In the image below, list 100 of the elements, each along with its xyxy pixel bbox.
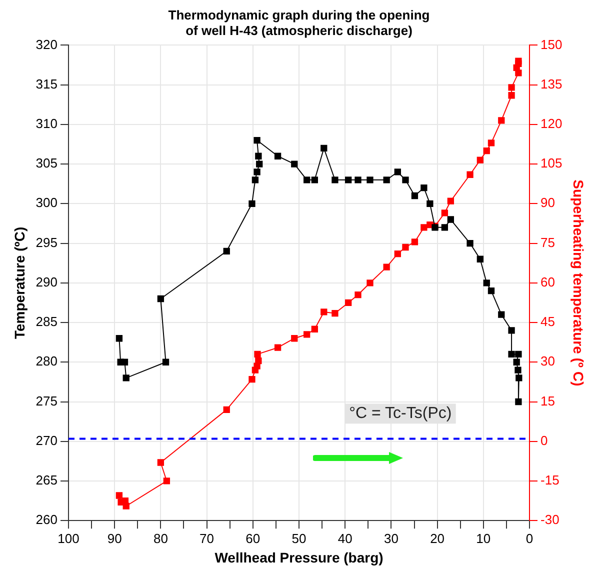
x-tick-label: 40 — [338, 530, 352, 546]
point — [291, 335, 298, 342]
x-tick-label: 0 — [526, 530, 534, 546]
point — [345, 299, 352, 306]
point — [383, 264, 390, 270]
x-tick-label: 80 — [153, 530, 168, 546]
x-tick-label: 100 — [58, 530, 80, 546]
y2-tick-label: 90 — [540, 195, 555, 210]
point — [248, 376, 256, 383]
y-tick-label: 305 — [36, 156, 58, 171]
point — [162, 358, 170, 366]
x-tick-label: 50 — [292, 530, 306, 546]
y2-tick-label: -15 — [540, 472, 560, 488]
point — [274, 152, 282, 160]
point — [116, 492, 123, 499]
y-tick-label: 295 — [36, 234, 58, 250]
point — [274, 344, 282, 351]
point — [394, 168, 401, 176]
y2-tick-label: -30 — [540, 512, 560, 528]
point — [122, 374, 130, 382]
point — [223, 248, 230, 255]
y2-tick-label: 105 — [540, 156, 562, 171]
point — [332, 310, 338, 317]
x-tick-label: 90 — [107, 530, 122, 546]
x-axis-title: Wellhead Pressure (barg) — [214, 549, 384, 566]
y-tick-label: 275 — [36, 393, 58, 408]
point — [447, 198, 454, 204]
y-tick-label: 260 — [36, 512, 58, 528]
point — [311, 326, 318, 332]
point — [508, 350, 515, 358]
point — [291, 160, 298, 168]
point — [116, 335, 123, 342]
point — [157, 295, 164, 302]
point — [255, 152, 262, 160]
y-tick-label: 310 — [36, 116, 58, 132]
annotation: °C = Tc-Ts(Pc) — [349, 405, 452, 422]
point — [311, 176, 318, 184]
point — [441, 224, 448, 231]
point — [420, 224, 428, 231]
point — [304, 331, 310, 338]
y2-tick-label: 75 — [540, 234, 555, 250]
point — [252, 176, 259, 184]
point — [383, 176, 390, 184]
y2-axis-title: Superheating temperature (º C) — [570, 180, 587, 386]
y2-tick-label: 60 — [540, 274, 555, 290]
point — [516, 374, 522, 382]
point — [476, 156, 484, 164]
point — [354, 291, 362, 298]
x-tick-label: 20 — [430, 530, 445, 546]
point — [508, 327, 515, 334]
point — [515, 58, 522, 64]
point — [466, 240, 474, 247]
y2-tick-label: 150 — [540, 36, 562, 52]
point — [514, 366, 522, 374]
x-tick-label: 70 — [200, 530, 214, 546]
point — [121, 358, 128, 366]
y2-tick-label: 0 — [540, 432, 548, 448]
point — [254, 362, 260, 370]
y-tick-label: 290 — [36, 274, 58, 290]
point — [411, 238, 418, 246]
y-tick-label: 320 — [36, 36, 58, 52]
chart-title: Thermodynamic graph during the opening of well H-43 (atmospheric discharge) — [168, 7, 430, 38]
point — [488, 140, 495, 146]
point — [304, 176, 310, 184]
point — [426, 200, 434, 207]
point — [366, 280, 374, 286]
point — [515, 398, 522, 406]
point — [394, 250, 401, 258]
y-tick-label: 300 — [36, 195, 58, 210]
point — [498, 117, 505, 124]
point — [498, 311, 505, 318]
y2-tick-label: 30 — [540, 354, 555, 369]
point — [332, 176, 338, 184]
point — [483, 148, 490, 154]
point — [411, 192, 418, 200]
point — [402, 176, 409, 184]
point — [488, 287, 495, 294]
y-tick-label: 285 — [36, 314, 58, 330]
point — [122, 502, 130, 510]
point — [254, 350, 261, 358]
x-tick-label: 30 — [384, 530, 398, 546]
y-tick-label: 265 — [36, 472, 58, 488]
point — [248, 200, 256, 207]
point — [256, 160, 263, 168]
point — [441, 210, 448, 216]
point — [254, 168, 260, 176]
x-tick-label: 10 — [476, 530, 491, 546]
point — [320, 144, 328, 152]
y-tick-label: 270 — [36, 432, 58, 448]
y-tick-label: 315 — [36, 76, 58, 92]
y-axis-title: Temperature (ºC) — [11, 226, 28, 340]
point — [515, 350, 522, 358]
y2-tick-label: 45 — [540, 314, 555, 330]
point — [508, 92, 515, 99]
point — [513, 358, 520, 366]
y-tick-label: 280 — [36, 354, 58, 369]
point — [223, 406, 230, 413]
point — [447, 216, 454, 223]
point — [163, 478, 170, 484]
point — [366, 176, 374, 184]
